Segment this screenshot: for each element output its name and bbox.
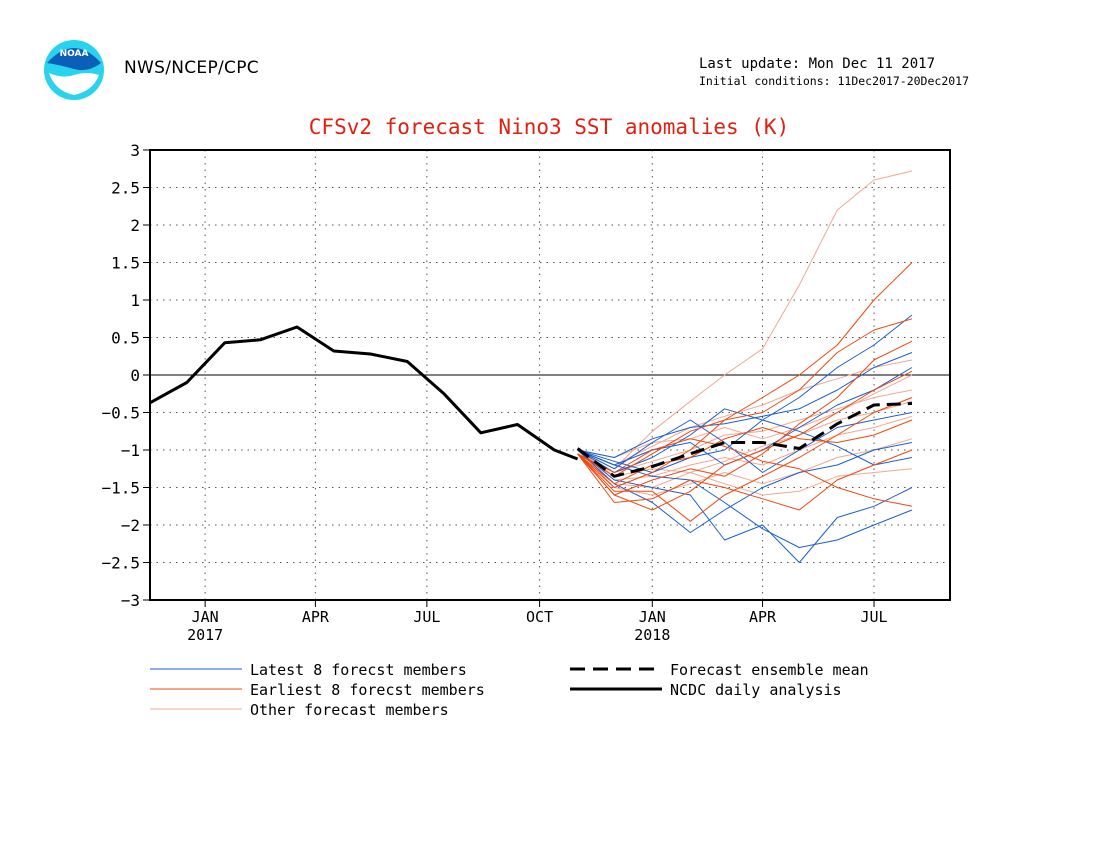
x-tick-label: APR <box>302 608 330 626</box>
y-tick-label: −1.5 <box>101 479 140 498</box>
y-tick-label: 2.5 <box>111 179 140 198</box>
legend-label: Latest 8 forecst members <box>250 661 467 679</box>
latest-member-line <box>577 442 913 533</box>
earliest-member-line <box>577 318 913 477</box>
y-tick-label: 3 <box>130 141 140 160</box>
x-tick-year-label: 2017 <box>187 626 223 644</box>
earliest-member-line <box>577 419 913 485</box>
earliest-member-line <box>577 449 913 511</box>
x-tick-label: JAN <box>192 608 219 626</box>
x-tick-label: APR <box>749 608 777 626</box>
x-tick-label: JAN <box>639 608 666 626</box>
other-member-line <box>577 359 913 466</box>
forecast-members <box>577 170 913 563</box>
earliest-member-line <box>577 370 913 511</box>
other-member-line <box>577 170 913 470</box>
latest-member-line <box>577 419 913 473</box>
noaa-logo <box>44 40 104 100</box>
x-tick-label: JUL <box>860 608 887 626</box>
last-update-text: Last update: Mon Dec 11 2017 <box>699 56 936 72</box>
axes: 32.521.510.50−0.5−1−1.5−2−2.5−3JAN2017AP… <box>101 141 887 644</box>
y-tick-label: 0.5 <box>111 329 140 348</box>
y-tick-label: −0.5 <box>101 404 140 423</box>
latest-member-line <box>577 449 913 563</box>
analysis-line <box>149 325 579 461</box>
latest-member-line <box>577 314 913 473</box>
ensemble-mean-line <box>576 402 913 478</box>
earliest-member-line <box>577 262 913 488</box>
noaa-logo-text: NOAA <box>59 49 89 59</box>
legend-label: Earliest 8 forecst members <box>250 681 485 699</box>
y-tick-label: −2 <box>121 516 140 535</box>
other-member-line <box>577 449 913 496</box>
x-tick-label: OCT <box>526 608 553 626</box>
y-tick-label: 0 <box>130 366 140 385</box>
x-tick-year-label: 2018 <box>634 626 670 644</box>
x-tick-label: JUL <box>413 608 440 626</box>
chart-title: CFSv2 forecast Nino3 SST anomalies (K) <box>309 115 789 139</box>
legend-label: NCDC daily analysis <box>670 681 842 699</box>
legend-label: Other forecast members <box>250 701 449 719</box>
other-member-line <box>577 415 913 481</box>
y-tick-label: −3 <box>121 591 140 610</box>
y-tick-label: 1.5 <box>111 254 140 273</box>
legend-label: Forecast ensemble mean <box>670 661 869 679</box>
legend: Latest 8 forecst members Earliest 8 forec… <box>150 661 869 719</box>
initial-conditions-text: Initial conditions: 11Dec2017-20Dec2017 <box>699 74 970 88</box>
grid <box>150 150 950 600</box>
y-tick-label: −1 <box>121 441 140 460</box>
earliest-member-line <box>577 438 913 507</box>
y-tick-label: −2.5 <box>101 554 140 573</box>
main-lines <box>149 325 913 478</box>
y-tick-label: 2 <box>130 216 140 235</box>
organization-label: NWS/NCEP/CPC <box>124 58 259 78</box>
y-tick-label: 1 <box>130 291 140 310</box>
earliest-member-line <box>577 397 913 522</box>
earliest-member-line <box>577 340 913 496</box>
